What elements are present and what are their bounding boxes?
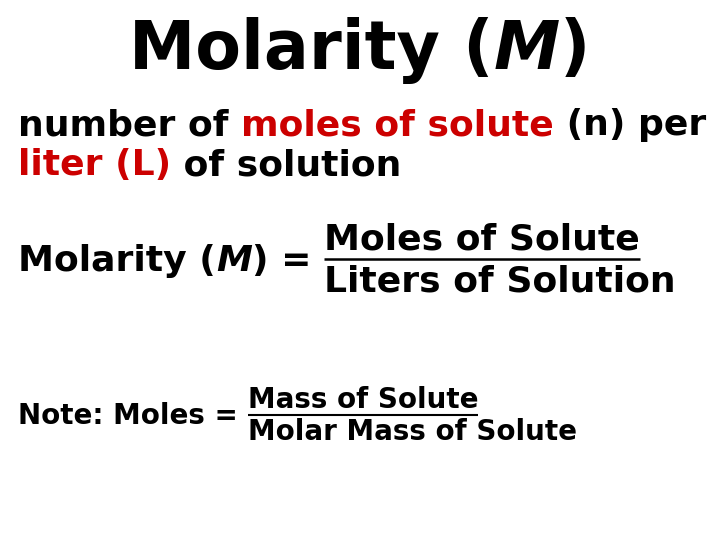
Text: Molar Mass of Solute: Molar Mass of Solute	[248, 418, 577, 446]
Text: Mass of Solute: Mass of Solute	[248, 386, 478, 414]
Text: Note: Moles =: Note: Moles =	[18, 402, 248, 430]
Text: of solution: of solution	[171, 148, 402, 182]
Text: M: M	[216, 244, 252, 278]
Text: ): )	[560, 17, 590, 83]
Text: Molarity (: Molarity (	[18, 244, 216, 278]
Text: (n) per: (n) per	[554, 108, 706, 142]
Text: Molarity (: Molarity (	[130, 17, 494, 84]
Text: Liters of Solution: Liters of Solution	[324, 265, 675, 299]
Text: ) =: ) =	[252, 244, 324, 278]
Text: Moles of Solute: Moles of Solute	[324, 223, 639, 257]
Text: liter (L): liter (L)	[18, 148, 171, 182]
Text: number of: number of	[18, 108, 241, 142]
Text: moles of solute: moles of solute	[241, 108, 554, 142]
Text: M: M	[494, 17, 560, 83]
